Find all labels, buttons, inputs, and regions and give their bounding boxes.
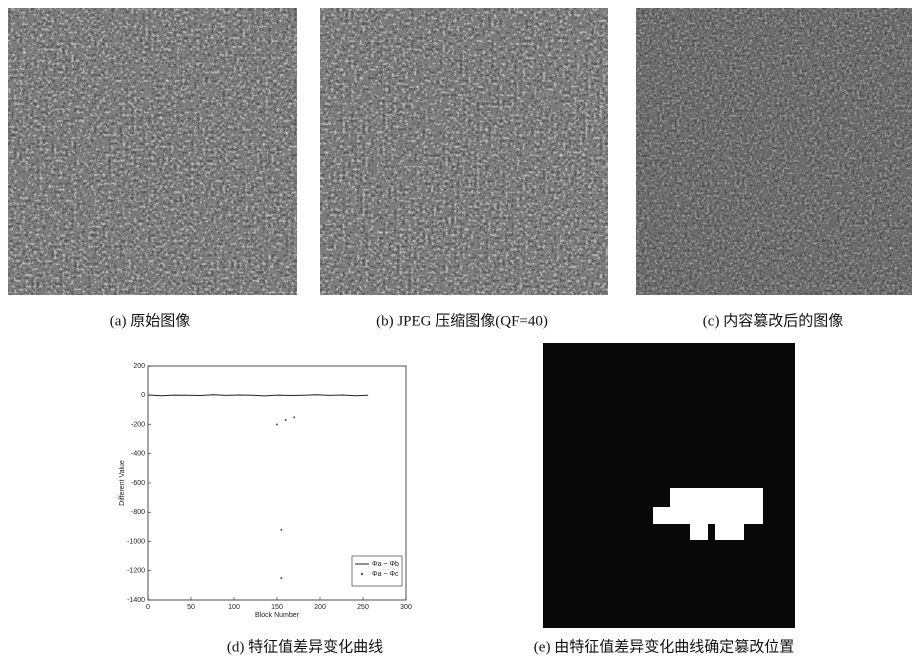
x-axis-label: Block Number	[255, 612, 300, 619]
caption: (e) 由特征值差异变化曲线确定篡改位置	[534, 638, 794, 655]
y-tick-label: -1000	[127, 538, 145, 545]
series-point	[276, 424, 278, 426]
caption: (d) 特征值差异变化曲线	[227, 638, 383, 655]
x-tick-label: 250	[357, 604, 369, 611]
y-axis-label: Different Value	[119, 460, 126, 506]
legend-label: Φa − Φc	[372, 571, 399, 578]
y-tick-label: -1200	[127, 568, 145, 575]
legend-swatch	[361, 573, 363, 575]
y-tick-label: 200	[133, 363, 145, 370]
x-tick-label: 0	[146, 604, 150, 611]
y-tick-label: -400	[131, 451, 145, 458]
series-point	[293, 416, 295, 418]
legend-label: Φa − Φb	[372, 561, 399, 568]
series-point	[280, 577, 282, 579]
y-tick-label: -600	[131, 480, 145, 487]
series-point	[285, 419, 287, 421]
y-tick-label: 0	[141, 392, 145, 399]
x-tick-label: 200	[314, 604, 326, 611]
caption: (a) 原始图像	[110, 312, 190, 329]
figure: (a) 原始图像 (b) JPEG 压缩图像(QF=40) (c) 内容篡改后的…	[0, 0, 918, 662]
x-tick-label: 100	[228, 604, 240, 611]
tamper-mask	[543, 343, 795, 628]
image-jpeg	[320, 8, 608, 295]
x-tick-label: 300	[400, 604, 412, 611]
caption: (c) 内容篡改后的图像	[703, 312, 843, 329]
image-tampered	[636, 8, 912, 295]
y-tick-label: -800	[131, 509, 145, 516]
x-tick-label: 50	[187, 604, 195, 611]
y-tick-label: -1400	[127, 597, 145, 604]
caption: (b) JPEG 压缩图像(QF=40)	[376, 312, 548, 329]
y-tick-label: -200	[131, 421, 145, 428]
series-point	[280, 529, 282, 531]
image-original	[8, 8, 297, 295]
x-tick-label: 150	[271, 604, 283, 611]
